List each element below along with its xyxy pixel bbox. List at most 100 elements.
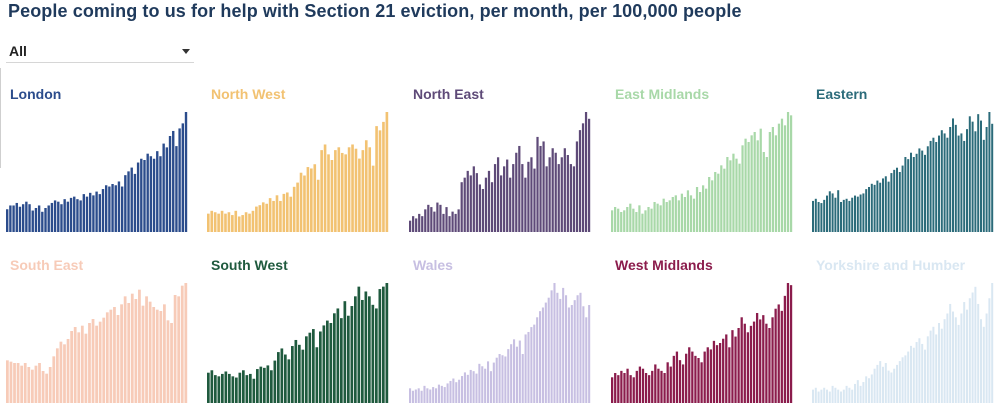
bar [430,207,433,232]
page-title: People coming to us for help with Sectio… [8,1,742,21]
bar [756,140,759,232]
bar [306,167,310,232]
bar [308,332,312,403]
bar [912,157,915,232]
bar [315,347,319,403]
bar [578,130,582,232]
bar [915,342,918,403]
bar [409,388,412,403]
bar [478,363,481,403]
bar [515,152,518,232]
bar [870,183,873,232]
bar [91,319,95,403]
bar [971,292,974,403]
bar [111,184,114,232]
bar [284,354,287,403]
bar [207,213,210,232]
bar [34,208,38,232]
bar [285,192,289,232]
bar [487,170,491,232]
chart-title: Yorkshire and Humber [816,257,966,273]
bar [614,207,617,232]
bar [221,373,224,403]
bar [496,157,500,232]
bar [683,197,687,232]
bar [943,319,946,403]
bar [437,384,440,403]
bar [840,202,842,232]
bar [940,328,943,403]
bar [245,375,249,403]
bar [18,206,22,232]
bar [504,356,507,403]
bar [697,358,700,403]
bar [343,301,347,403]
bar [303,175,306,232]
bar [980,319,982,403]
bar [985,127,988,232]
bar [385,283,389,403]
bar [963,140,966,232]
bar [120,304,123,403]
bar [960,133,963,232]
bar [780,118,784,232]
bar [13,363,16,403]
bar [705,188,708,232]
bar [988,112,991,232]
bar [644,210,647,232]
bar [946,313,949,403]
bar [569,164,572,232]
bar [588,305,591,403]
bar [907,351,910,403]
bar [744,138,747,232]
bar [840,391,842,403]
bar [415,218,418,232]
bar [178,128,181,232]
bar [292,186,296,232]
bar [95,191,98,232]
bar [518,340,521,403]
bar [954,317,957,403]
bar [371,304,375,403]
bar-chart [207,112,389,232]
bar [31,210,34,232]
bar [938,135,940,232]
bar [530,157,533,232]
bar [831,193,834,232]
bar [351,144,354,232]
chart-panel-north-east: North East [409,86,599,246]
bar [368,296,371,403]
bar [414,389,417,403]
chart-panel-north-west: North West [207,86,397,246]
bar [620,212,623,232]
bar [238,372,242,403]
region-filter-dropdown[interactable]: All [6,40,194,63]
bar [259,366,263,403]
bar [912,347,915,403]
chart-panel-south-east: South East [6,257,196,417]
bar [234,210,238,232]
bar [949,303,952,403]
bar [826,195,828,232]
bar [712,340,716,403]
bar [217,213,220,232]
bar [856,196,859,232]
bar [831,385,834,403]
bar [296,182,299,232]
bar [921,150,924,232]
bar [644,373,648,403]
bar [452,378,455,403]
bar [427,204,430,232]
bar [862,193,865,232]
bar [432,387,435,403]
bar [780,310,783,403]
bar [663,373,666,403]
bar [291,346,294,403]
chart-title: South East [10,257,84,273]
bar [932,137,935,232]
bar [9,205,12,232]
bar [114,185,117,232]
bar [347,315,350,403]
bar [347,147,351,232]
chart-title: South West [211,257,288,273]
